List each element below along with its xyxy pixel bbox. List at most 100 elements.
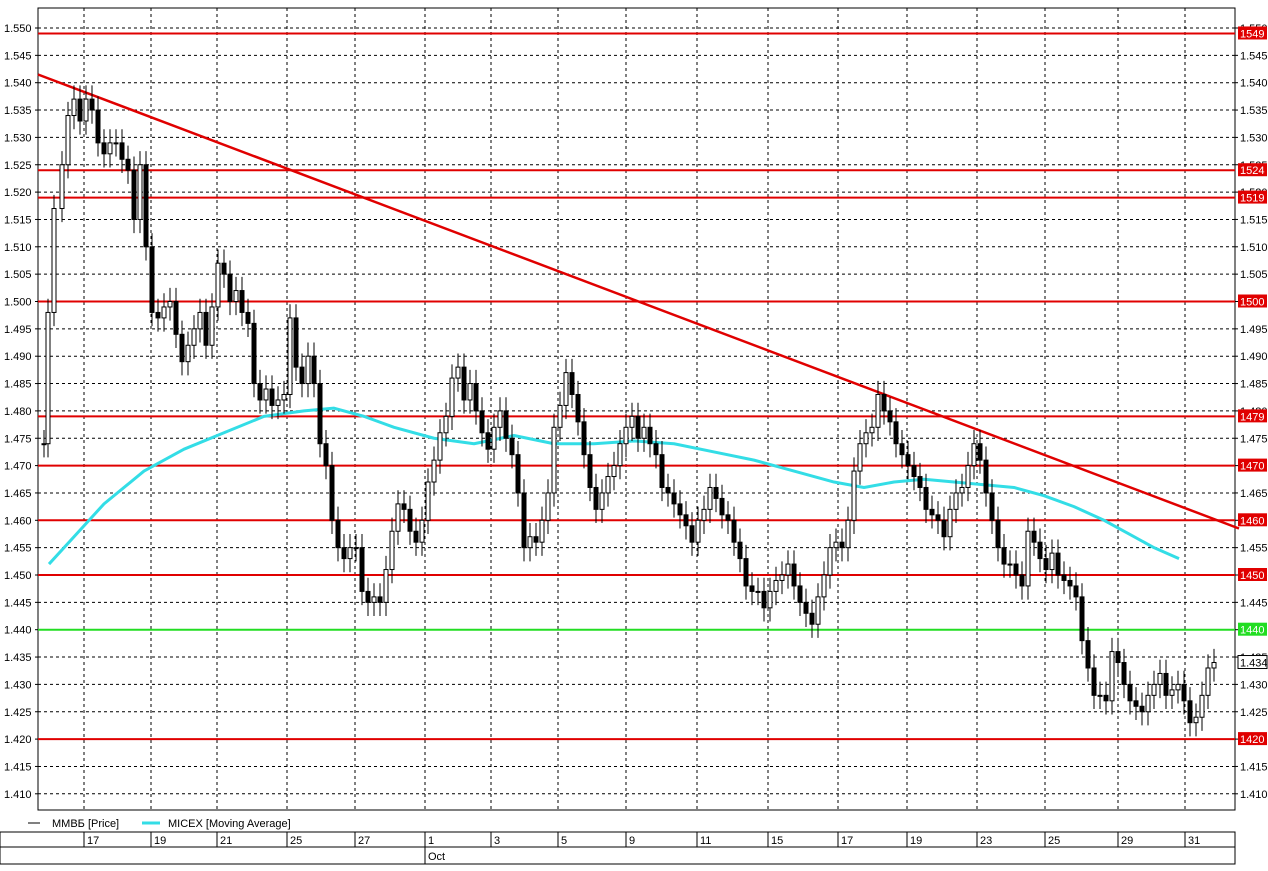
price-candle (138, 165, 142, 220)
price-candle (1080, 597, 1084, 641)
price-candle (582, 422, 586, 455)
y-tick-label-left: 1.485 (4, 379, 32, 391)
price-candle (1152, 684, 1156, 695)
price-candle (1140, 706, 1144, 711)
price-candle (1200, 695, 1204, 717)
price-candle (732, 520, 736, 542)
price-candle (648, 427, 652, 443)
y-tick-label-left: 1.545 (4, 50, 32, 62)
y-tick-label-left: 1.525 (4, 160, 32, 172)
price-candle (1194, 717, 1198, 722)
price-candle (876, 394, 880, 427)
price-candle (306, 356, 310, 383)
price-candle (738, 542, 742, 558)
price-candle (1008, 564, 1012, 565)
price-candle (438, 433, 442, 460)
price-candle (1068, 580, 1072, 585)
price-candle (744, 559, 748, 586)
price-candle (1098, 695, 1102, 696)
price-candle (600, 493, 604, 509)
price-candle (234, 291, 238, 302)
price-candle (852, 471, 856, 520)
price-candle (492, 427, 496, 449)
price-candle (1050, 553, 1054, 569)
x-tick-label: 21 (220, 835, 232, 847)
price-candle (174, 302, 178, 335)
price-candle (528, 537, 532, 548)
level-label: 1420 (1240, 734, 1264, 746)
price-candle (162, 307, 166, 318)
price-candle (186, 345, 190, 361)
price-candle (372, 597, 376, 602)
price-candle (1116, 652, 1120, 663)
price-candle (204, 312, 208, 345)
price-candle (1002, 548, 1006, 564)
y-tick-label-right: 1.445 (1240, 597, 1268, 609)
price-candle (198, 312, 202, 328)
legend-price-label: MMBБ [Price] (52, 818, 119, 830)
price-candle (264, 389, 268, 400)
price-candle (192, 329, 196, 345)
price-candle (1038, 542, 1042, 558)
y-tick-label-left: 1.420 (4, 734, 32, 746)
price-candle (1104, 695, 1108, 700)
price-candle (102, 143, 106, 154)
price-candle (366, 591, 370, 602)
price-candle (114, 143, 118, 144)
price-candle (696, 520, 700, 542)
price-candle (1062, 575, 1066, 580)
y-tick-label-left: 1.415 (4, 761, 32, 773)
y-tick-label-left: 1.435 (4, 652, 32, 664)
price-candle (762, 591, 766, 607)
x-tick-label: 9 (629, 835, 635, 847)
last-price-marker: 1.434 (1238, 656, 1268, 670)
x-tick-label: 1 (428, 835, 434, 847)
price-candle (870, 427, 874, 432)
price-candle (678, 504, 682, 515)
price-candle (450, 378, 454, 416)
y-tick-label-left: 1.520 (4, 187, 32, 199)
month-label: Oct (428, 851, 445, 863)
price-candle (750, 586, 754, 591)
price-candle (690, 526, 694, 542)
price-candle (1212, 663, 1216, 668)
price-candle (708, 487, 712, 509)
price-candle (798, 586, 802, 602)
price-candle (1110, 652, 1114, 701)
price-candle (342, 548, 346, 559)
price-candle (222, 263, 226, 274)
price-candle (150, 247, 154, 313)
price-candle (1056, 553, 1060, 575)
y-axis-left: 1.550 1.545 1.540 1.535 1.530 1.525 1.520 1.515… (4, 23, 38, 801)
level-label: 1519 (1240, 193, 1264, 205)
y-tick-label-left: 1.490 (4, 351, 32, 363)
price-candle (84, 99, 88, 121)
price-candle (840, 542, 844, 547)
price-candle (864, 433, 868, 444)
price-candle (924, 487, 928, 509)
price-candle (318, 384, 322, 444)
legend-ma-label: MICEX [Moving Average] (168, 818, 291, 830)
price-candle (618, 444, 622, 466)
y-tick-label-right: 1.410 (1240, 789, 1268, 801)
price-candle (1182, 684, 1186, 700)
x-tick-label: 3 (494, 835, 500, 847)
price-candle (462, 367, 466, 400)
x-tick-label: 17 (841, 835, 853, 847)
price-candle (474, 384, 478, 411)
price-candle (984, 460, 988, 493)
price-candle (228, 274, 232, 301)
price-candle (498, 411, 502, 427)
x-tick-label: 11 (700, 835, 711, 847)
price-candle (666, 487, 670, 492)
price-candle (1206, 668, 1210, 695)
y-tick-label-right: 1.505 (1240, 269, 1268, 281)
price-candle (786, 564, 790, 575)
x-tick-label: 29 (1121, 835, 1133, 847)
price-candle (546, 493, 550, 520)
price-candle (1128, 684, 1132, 700)
y-tick-label-right: 1.510 (1240, 242, 1268, 254)
y-tick-label-right: 1.545 (1240, 50, 1268, 62)
price-candle (978, 444, 982, 460)
